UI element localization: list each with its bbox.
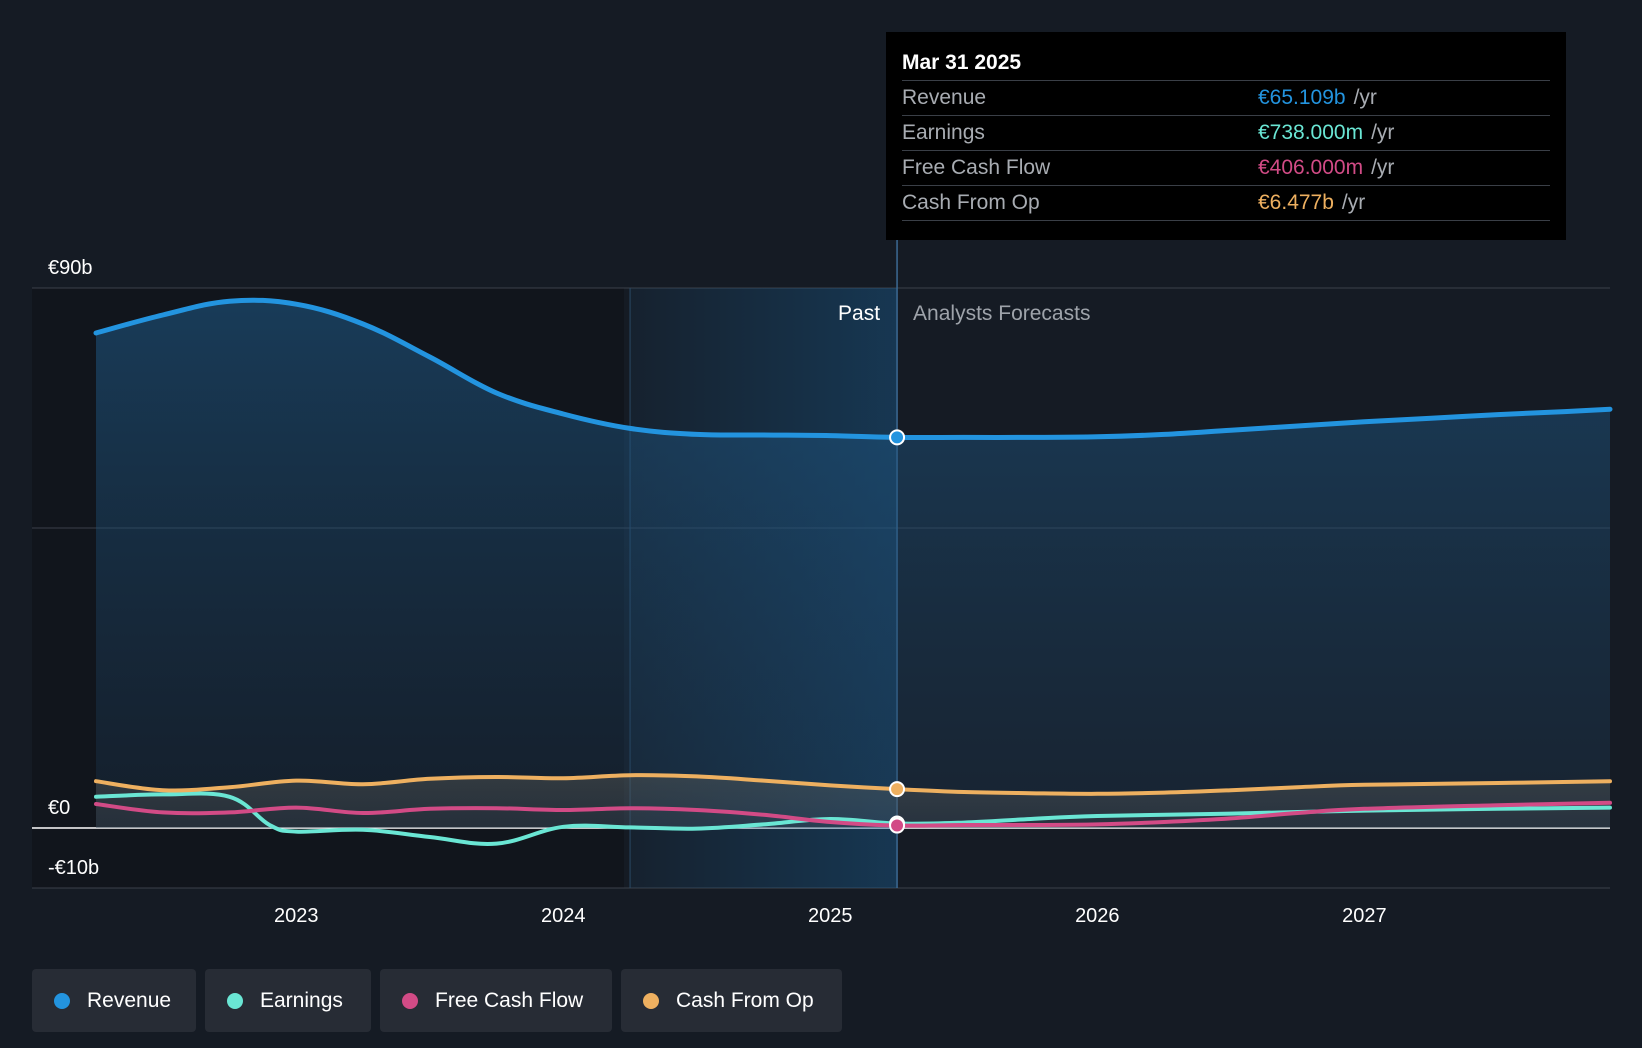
tooltip-value: €6.477b <box>1258 191 1334 214</box>
free-cash-flow-marker <box>889 817 906 834</box>
tooltip: Mar 31 2025 Revenue €65.109b /yr Earning… <box>886 32 1566 240</box>
tooltip-unit: /yr <box>1371 121 1395 144</box>
tooltip-row-earnings: Earnings €738.000m /yr <box>902 116 1550 151</box>
legend-label: Free Cash Flow <box>435 988 584 1012</box>
legend-label: Earnings <box>260 988 343 1012</box>
tooltip-label: Cash From Op <box>902 191 1040 214</box>
y-tick-label: €0 <box>48 797 70 819</box>
legend: Revenue Earnings Free Cash Flow Cash Fro… <box>32 969 842 1032</box>
tooltip-unit: /yr <box>1371 156 1395 179</box>
tooltip-unit: /yr <box>1353 86 1377 109</box>
x-tick-label: 2023 <box>274 905 319 927</box>
tooltip-label: Revenue <box>902 86 987 109</box>
tooltip-value: €738.000m <box>1258 121 1364 144</box>
free-cash-flow-line <box>94 800 1612 828</box>
x-tick-label: 2024 <box>541 905 586 927</box>
tooltip-label: Earnings <box>902 121 985 144</box>
tooltip-row-revenue: Revenue €65.109b /yr <box>902 81 1550 116</box>
tooltip-row-cash-from-op: Cash From Op €6.477b /yr <box>902 186 1550 221</box>
cash-from-op-marker <box>889 781 906 798</box>
legend-item-revenue[interactable]: Revenue <box>32 969 196 1032</box>
revenue-line <box>93 297 1613 441</box>
x-tick-label: 2027 <box>1342 905 1387 927</box>
forecast-label: Analysts Forecasts <box>913 302 1090 325</box>
tooltip-date: Mar 31 2025 <box>902 46 1550 81</box>
series-lines <box>93 297 1613 846</box>
legend-dot-icon <box>643 992 659 1009</box>
x-tick-label: 2026 <box>1075 905 1120 927</box>
legend-item-cash-from-op[interactable]: Cash From Op <box>621 969 842 1032</box>
revenue-marker <box>889 429 906 446</box>
y-tick-label: -€10b <box>48 857 99 879</box>
legend-dot-icon <box>402 992 418 1009</box>
cash-from-op-line <box>94 773 1612 796</box>
axis-labels: €90b €0 -€10b 2023 2024 2025 2026 2027 Past Analy… <box>48 257 1387 927</box>
tooltip-label: Free Cash Flow <box>902 156 1051 179</box>
tooltip-row-free-cash-flow: Free Cash Flow €406.000m /yr <box>902 151 1550 186</box>
legend-label: Cash From Op <box>676 988 814 1012</box>
past-label: Past <box>838 302 880 325</box>
legend-dot-icon <box>227 992 243 1009</box>
current-markers <box>889 429 906 834</box>
earnings-line <box>94 791 1612 846</box>
x-tick-label: 2025 <box>808 905 853 927</box>
tooltip-value: €406.000m <box>1258 156 1364 179</box>
tooltip-value: €65.109b <box>1258 86 1346 109</box>
legend-label: Revenue <box>87 988 172 1012</box>
y-tick-label: €90b <box>48 257 93 279</box>
legend-item-earnings[interactable]: Earnings <box>205 969 371 1032</box>
legend-dot-icon <box>54 992 70 1009</box>
legend-item-free-cash-flow[interactable]: Free Cash Flow <box>380 969 612 1032</box>
tooltip-unit: /yr <box>1341 191 1366 214</box>
